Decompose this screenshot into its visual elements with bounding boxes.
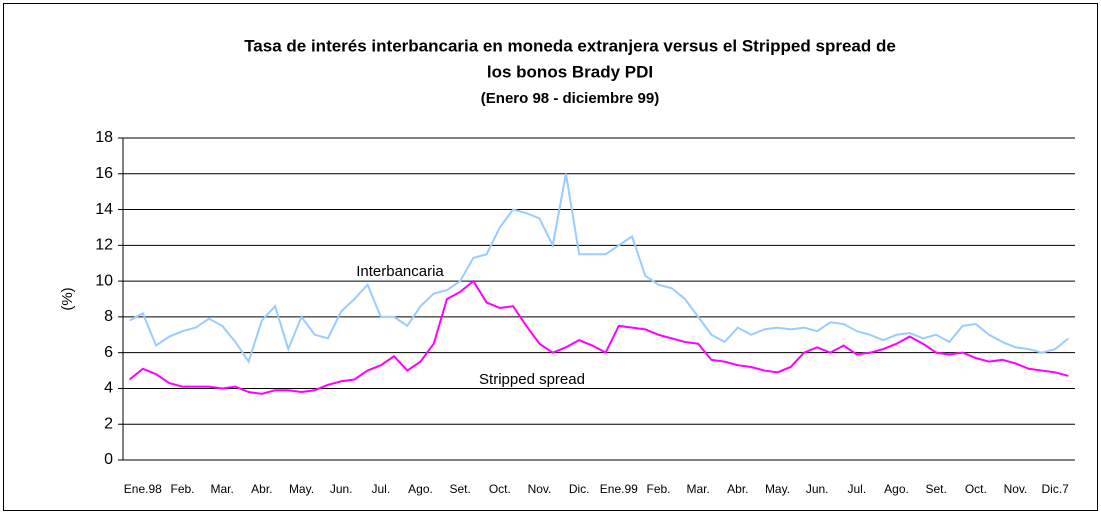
x-tick-label: Abr. [251,482,272,496]
x-tick-label: Jul. [847,482,866,496]
x-tick-label: Abr. [727,482,748,496]
y-tick-label: 14 [95,201,113,218]
chart-title: los bonos Brady PDI [487,62,653,81]
x-tick-label: Feb. [646,482,670,496]
x-tick-label: Ene.98 [124,482,162,496]
x-tick-label: Mar. [686,482,709,496]
chart-title: Tasa de interés interbancaria en moneda … [244,36,896,55]
y-tick-label: 6 [104,344,113,361]
series-label: Interbancaria [356,263,444,280]
series-line [128,279,1069,395]
x-tick-label: Set. [925,482,946,496]
x-tick-label: Mar. [210,482,233,496]
series-line [129,173,1070,364]
series-label: Stripped spread [479,371,585,388]
x-tick-label: Dic. [569,482,590,496]
x-tick-label: May. [765,482,790,496]
x-tick-label: Dic.7 [1041,482,1069,496]
x-tick-label: Jul. [371,482,390,496]
y-tick-label: 16 [95,165,113,182]
x-tick-label: Jun. [806,482,829,496]
chart-frame [3,3,1098,511]
y-tick-label: 0 [104,451,113,468]
y-tick-label: 18 [95,129,113,146]
x-tick-label: Ene.99 [600,482,638,496]
x-tick-label: Nov. [1004,482,1028,496]
y-tick-label: 4 [104,380,113,397]
x-tick-label: Nov. [528,482,552,496]
y-axis-label: (%) [59,287,76,310]
y-tick-label: 12 [95,237,113,254]
x-tick-label: Feb. [170,482,194,496]
x-tick-label: Jun. [330,482,353,496]
x-tick-label: Oct. [489,482,511,496]
y-tick-label: 8 [104,308,113,325]
x-tick-label: Oct. [965,482,987,496]
x-tick-label: Set. [449,482,470,496]
x-tick-label: Ago. [408,482,433,496]
chart-subtitle: (Enero 98 - diciembre 99) [481,90,659,107]
x-tick-label: May. [289,482,314,496]
x-tick-label: Ago. [884,482,909,496]
y-tick-label: 2 [104,415,113,432]
y-tick-label: 10 [95,272,113,289]
